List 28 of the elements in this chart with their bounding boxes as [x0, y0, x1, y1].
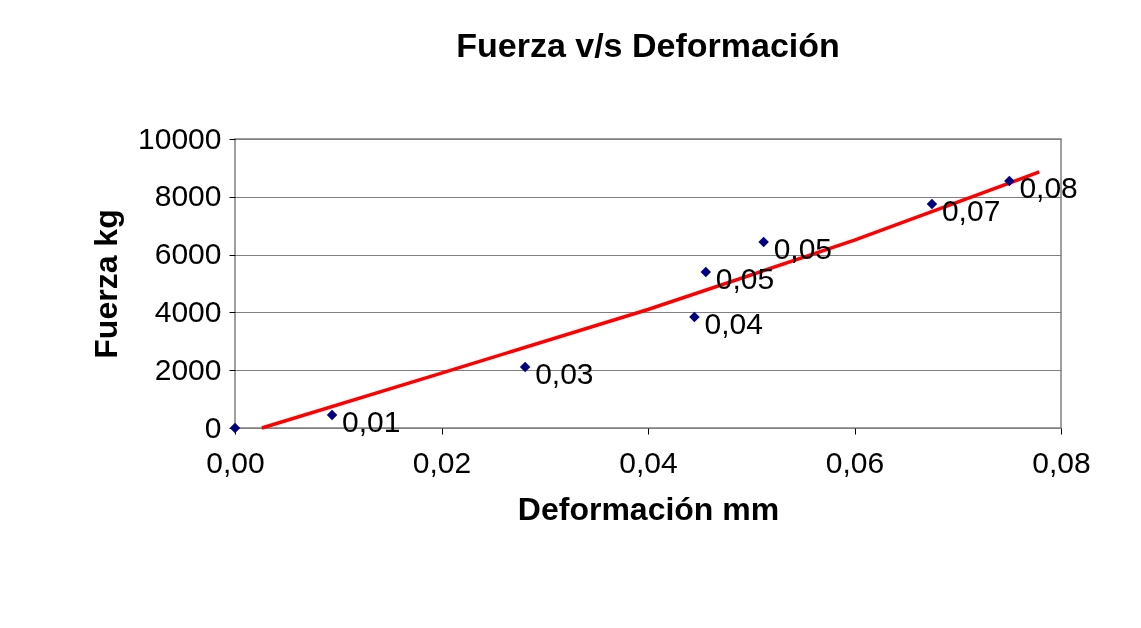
- x-tick-label: 0,08: [1032, 445, 1091, 479]
- y-axis-title: Fuerza kg: [88, 209, 125, 359]
- y-tick-label: 0: [204, 410, 222, 444]
- annotation: 0,08: [1019, 170, 1078, 204]
- y-tick-label: 6000: [154, 237, 222, 271]
- x-tick-label: 0,04: [619, 445, 678, 479]
- annotation: 0,05: [773, 231, 833, 265]
- annotation: 0,07: [941, 194, 1001, 228]
- x-tick-label: 0,00: [206, 445, 265, 479]
- point: [519, 361, 531, 373]
- annotation: 0,01: [342, 404, 401, 438]
- x-tick-label: 0,02: [412, 445, 472, 479]
- point: [758, 236, 769, 248]
- point: [326, 409, 338, 421]
- point: [700, 266, 712, 278]
- point: [926, 198, 938, 210]
- chart-title: Fuerza v/s Deformación: [456, 26, 840, 64]
- y-tick-label: 8000: [154, 179, 222, 213]
- annotation: 0,03: [535, 357, 594, 391]
- annotation: 0,04: [704, 307, 763, 341]
- point: [689, 311, 700, 323]
- y-tick-label: 10000: [138, 121, 222, 155]
- x-tick-label: 0,06: [825, 445, 885, 479]
- y-tick-label: 4000: [154, 294, 222, 328]
- y-tick-label: 2000: [154, 352, 222, 386]
- point: [1004, 175, 1015, 187]
- point: [229, 422, 241, 434]
- x-axis-title: Deformación mm: [517, 490, 780, 527]
